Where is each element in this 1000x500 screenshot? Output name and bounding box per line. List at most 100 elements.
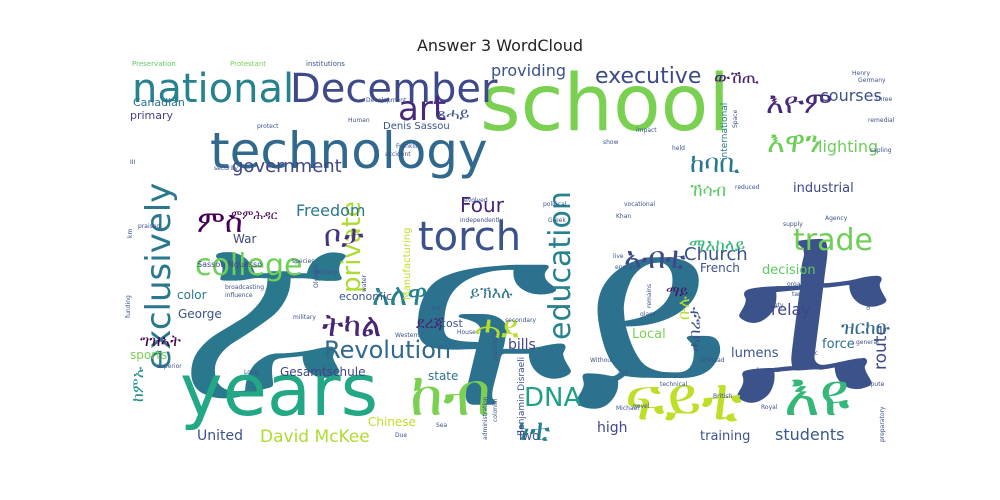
wordcloud-word: እዩ [784, 360, 850, 430]
wordcloud-word: Amistad [700, 357, 725, 364]
wordcloud-word: high [597, 420, 628, 436]
wordcloud-word: accident [385, 151, 411, 158]
wordcloud-word: km [127, 229, 134, 238]
wordcloud-word: reduced [735, 184, 760, 191]
wordcloud-word: ነቲ [518, 413, 550, 447]
wordcloud-word: lux [432, 305, 441, 312]
wordcloud-word: tariffs [792, 291, 809, 298]
wordcloud-word: novel [633, 403, 650, 410]
wordcloud-word: preparatory [879, 406, 886, 442]
wordcloud-word: ሓበሬታ [685, 307, 704, 352]
wordcloud-word: organism [787, 281, 815, 288]
wordcloud-word: praised [138, 223, 160, 230]
wordcloud-word: ቡሉ [674, 296, 693, 320]
wordcloud-word: military [293, 314, 316, 321]
wordcloud-word: superior [157, 363, 182, 370]
wordcloud-word: dispute [862, 381, 885, 388]
wordcloud-word: safety [765, 302, 784, 309]
wordcloud-word: Manufacturing [402, 228, 413, 300]
wordcloud-word: lumens [731, 346, 779, 361]
wordcloud-word: Without [590, 357, 614, 364]
wordcloud-word: glass [640, 311, 655, 318]
wordcloud-word: እዮም [766, 86, 832, 121]
wordcloud-word: Denis Sassou [383, 121, 450, 132]
wordcloud-word: Seven [757, 292, 776, 299]
wordcloud-word: years [180, 348, 378, 432]
wordcloud-word: Chinese [368, 415, 416, 429]
wordcloud-word: energy [615, 264, 636, 271]
wordcloud-word: ከብ [410, 360, 491, 430]
wordcloud-word: British [713, 393, 732, 400]
wordcloud-word: Local [632, 327, 666, 342]
wordcloud-word: French [700, 261, 740, 275]
wordcloud-word: school [480, 60, 730, 149]
wordcloud-word: ሓደ [475, 308, 519, 346]
wordcloud-word: students [775, 425, 845, 444]
wordcloud-word: vocational [624, 201, 655, 208]
wordcloud-word: impact [636, 127, 657, 134]
wordcloud-word: public [800, 350, 818, 357]
wordcloud-word: independently [460, 217, 504, 224]
wordcloud-word: Agency [825, 215, 848, 222]
wordcloud-word: እዋን [767, 125, 821, 160]
wordcloud-word: technology [210, 122, 488, 180]
chart-title: Answer 3 WordCloud [416, 36, 584, 55]
wordcloud-word: offer [865, 296, 872, 310]
wordcloud-word: ከምኡ [128, 366, 147, 402]
wordcloud-word: trade [793, 223, 873, 258]
wordcloud-word: national [132, 66, 294, 112]
wordcloud-word: Gesamtschule [280, 365, 365, 379]
wordcloud-word: Greek [548, 217, 566, 224]
wordcloud-word: courses [820, 86, 882, 105]
wordcloud-word: ፍይ [405, 169, 730, 447]
wordcloud-word: institutions [306, 60, 345, 68]
wordcloud-word: route [871, 325, 891, 370]
wordcloud-word: ኣብቲ [624, 241, 686, 276]
wordcloud-word: administration [482, 396, 489, 440]
wordcloud-word: George [178, 307, 222, 321]
wordcloud-word: college [195, 248, 302, 283]
wordcloud-word: evolved [464, 197, 488, 204]
wordcloud-word: አለዋ [372, 278, 428, 313]
wordcloud-word: David McKee [260, 427, 370, 447]
wordcloud-word: territory [313, 269, 338, 276]
wordcloud-word: Preservation [132, 60, 176, 68]
wordcloud-word: cost [440, 317, 464, 330]
wordcloud-word: Two [516, 429, 540, 443]
wordcloud-word: Revolution [324, 336, 451, 364]
wordcloud-word: ቷ [735, 162, 889, 424]
wordcloud-word: Franklin [396, 143, 420, 150]
wordcloud-word: United [197, 428, 243, 444]
wordcloud-word: Three [874, 96, 892, 103]
wordcloud-word: decision [762, 263, 816, 278]
wordcloud-word: Olympic [313, 263, 320, 288]
wordcloud-word: ማይ [666, 284, 688, 300]
wordcloud-word: species [292, 258, 314, 265]
wordcloud-word: ማእከላይ [689, 236, 745, 256]
wordcloud-word: exclusively [139, 183, 179, 370]
wordcloud-word: funding [125, 295, 132, 318]
wordcloud-word: industrial [793, 181, 854, 196]
wordcloud-word: protect [257, 123, 279, 130]
wordcloud-word: ሯ [180, 187, 348, 447]
wordcloud-word: DNA [524, 383, 581, 413]
wordcloud-word: ፍይቲ [625, 365, 742, 435]
wordcloud-word: Church [684, 244, 748, 265]
wordcloud-word: Human [348, 117, 370, 124]
wordcloud-word: ትካል [322, 306, 381, 344]
wordcloud-word: Long [244, 369, 259, 376]
wordcloud-word: Henry [852, 70, 870, 77]
wordcloud-word: Four [460, 193, 505, 217]
wordcloud-word: general [856, 339, 879, 346]
wordcloud-word: ግዝኣት [140, 331, 181, 350]
wordcloud-word: Khan [616, 213, 631, 220]
wordcloud-word: House [457, 329, 476, 336]
wordcloud-word: Western [395, 332, 420, 339]
wordcloud-word: lighting [818, 137, 878, 156]
wordcloud-word: bills [508, 337, 536, 353]
wordcloud-word: ከባቢ [690, 149, 740, 179]
wordcloud-word: force [822, 337, 855, 352]
wordcloud-word: show [603, 139, 619, 146]
